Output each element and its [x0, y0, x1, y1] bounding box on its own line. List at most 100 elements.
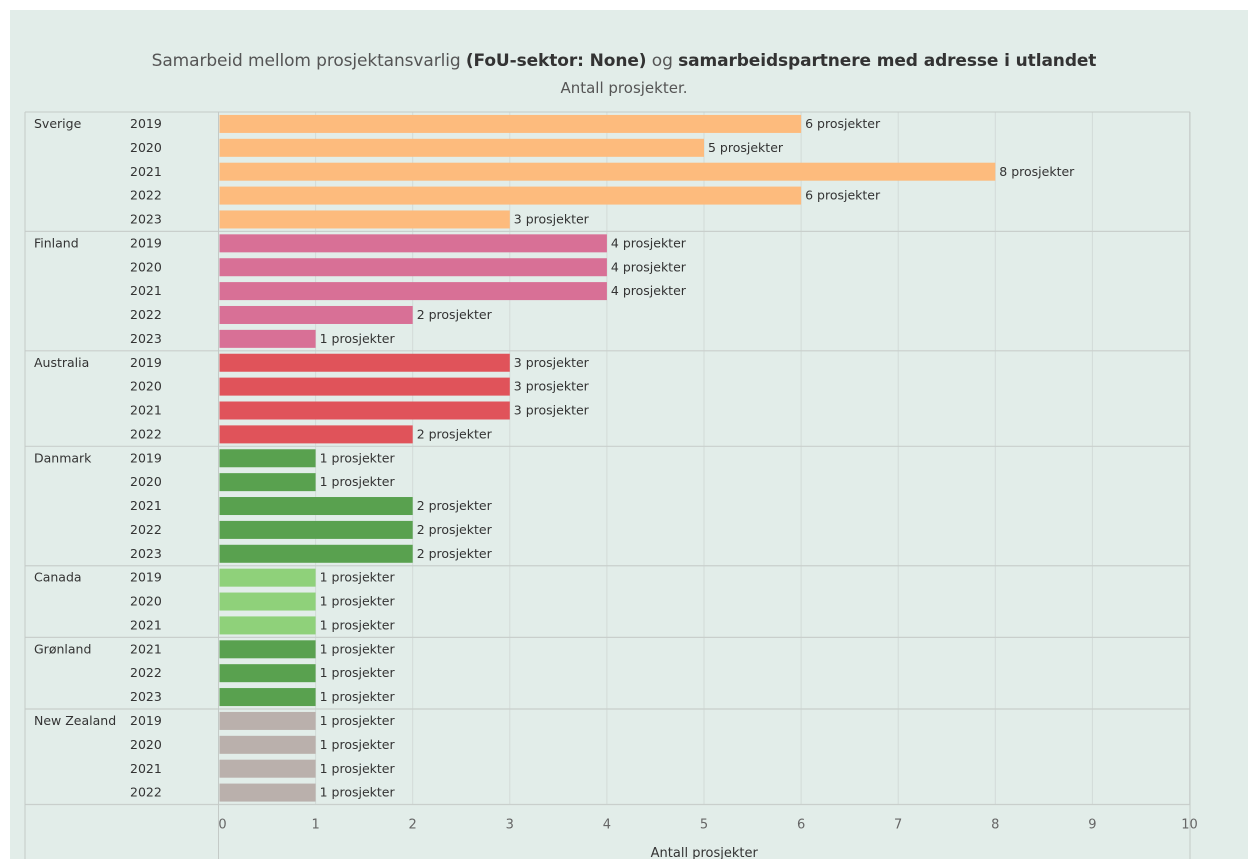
bar — [219, 329, 316, 348]
bar — [219, 353, 510, 372]
bar — [219, 711, 316, 730]
country-label: Grønland — [34, 641, 91, 656]
value-label: 6 prosjekter — [805, 188, 881, 203]
bar — [219, 688, 316, 707]
bar — [219, 162, 996, 181]
value-label: 6 prosjekter — [805, 116, 881, 131]
value-label: 2 prosjekter — [417, 426, 493, 441]
value-label: 2 prosjekter — [417, 307, 493, 322]
x-tick-label: 5 — [700, 818, 708, 833]
value-label: 1 prosjekter — [320, 689, 396, 704]
bar — [219, 449, 316, 468]
bar — [219, 473, 316, 492]
title-part-2: (FoU-sektor: None) — [465, 51, 647, 71]
value-label: 1 prosjekter — [320, 785, 396, 800]
bar — [219, 234, 607, 253]
year-label: 2021 — [130, 498, 162, 513]
value-label: 4 prosjekter — [611, 235, 687, 250]
value-label: 1 prosjekter — [320, 761, 396, 776]
year-label: 2020 — [130, 737, 162, 752]
year-label: 2022 — [130, 522, 162, 537]
bar — [219, 592, 316, 611]
value-label: 1 prosjekter — [320, 617, 396, 632]
bar — [219, 568, 316, 587]
title-part-3: og — [646, 51, 679, 71]
title-part-1: Samarbeid mellom prosjektansvarlig — [151, 51, 466, 71]
chart-title: Samarbeid mellom prosjektansvarlig (FoU-… — [0, 51, 1248, 71]
bar — [219, 759, 316, 778]
value-label: 3 prosjekter — [514, 403, 590, 418]
x-tick-label: 2 — [409, 818, 417, 833]
value-label: 1 prosjekter — [320, 474, 396, 489]
x-tick-label: 6 — [797, 818, 805, 833]
bar — [219, 282, 607, 301]
value-label: 5 prosjekter — [708, 140, 784, 155]
year-label: 2023 — [130, 546, 162, 561]
bar — [219, 544, 413, 563]
x-tick-label: 9 — [1088, 818, 1096, 833]
x-tick-label: 8 — [991, 818, 999, 833]
year-label: 2022 — [130, 188, 162, 203]
value-label: 4 prosjekter — [611, 259, 687, 274]
year-label: 2022 — [130, 785, 162, 800]
bar — [219, 138, 704, 157]
year-label: 2021 — [130, 617, 162, 632]
bar — [219, 616, 316, 635]
country-label: Sverige — [34, 116, 82, 131]
value-label: 1 prosjekter — [320, 450, 396, 465]
x-tick-label: 3 — [506, 818, 514, 833]
bar — [219, 735, 316, 754]
year-label: 2023 — [130, 689, 162, 704]
bar — [219, 377, 510, 396]
year-label: 2019 — [130, 450, 162, 465]
year-label: 2023 — [130, 331, 162, 346]
bar — [219, 640, 316, 659]
value-label: 1 prosjekter — [320, 713, 396, 728]
year-label: 2019 — [130, 355, 162, 370]
bar — [219, 186, 802, 205]
bar — [219, 258, 607, 277]
value-label: 3 prosjekter — [514, 212, 590, 227]
year-label: 2021 — [130, 164, 162, 179]
value-label: 2 prosjekter — [417, 522, 493, 537]
country-label: Danmark — [34, 450, 92, 465]
chart-subtitle: Antall prosjekter. — [560, 79, 688, 97]
value-label: 1 prosjekter — [320, 641, 396, 656]
bar — [219, 425, 413, 444]
value-label: 4 prosjekter — [611, 283, 687, 298]
bar — [219, 210, 510, 229]
year-label: 2019 — [130, 235, 162, 250]
year-label: 2023 — [130, 212, 162, 227]
year-label: 2021 — [130, 283, 162, 298]
bar — [219, 305, 413, 324]
year-label: 2019 — [130, 116, 162, 131]
value-label: 1 prosjekter — [320, 331, 396, 346]
year-label: 2022 — [130, 426, 162, 441]
year-label: 2022 — [130, 665, 162, 680]
bar — [219, 114, 802, 133]
country-label: Australia — [34, 355, 89, 370]
value-label: 2 prosjekter — [417, 546, 493, 561]
x-tick-label: 0 — [218, 818, 226, 833]
x-tick-label: 10 — [1181, 818, 1198, 833]
year-label: 2022 — [130, 307, 162, 322]
x-axis-title: Antall prosjekter — [651, 846, 759, 859]
year-label: 2020 — [130, 474, 162, 489]
country-label: Canada — [34, 570, 82, 585]
bar — [219, 401, 510, 420]
year-label: 2019 — [130, 570, 162, 585]
bar — [219, 664, 316, 683]
value-label: 1 prosjekter — [320, 737, 396, 752]
country-label: New Zealand — [34, 713, 116, 728]
x-tick-label: 4 — [603, 818, 611, 833]
x-tick-label: 1 — [311, 818, 319, 833]
bar — [219, 783, 316, 802]
value-label: 1 prosjekter — [320, 594, 396, 609]
year-label: 2020 — [130, 379, 162, 394]
year-label: 2019 — [130, 713, 162, 728]
value-label: 3 prosjekter — [514, 379, 590, 394]
year-label: 2021 — [130, 641, 162, 656]
x-tick-label: 7 — [894, 818, 902, 833]
year-label: 2020 — [130, 259, 162, 274]
